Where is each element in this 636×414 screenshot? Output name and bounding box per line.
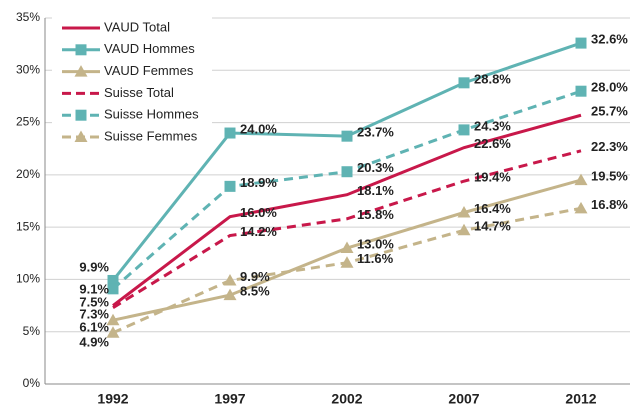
x-tick-label: 1992 — [97, 391, 128, 407]
value-label: 22.6% — [474, 136, 511, 151]
marker — [340, 241, 354, 254]
marker — [457, 223, 471, 236]
value-label: 18.1% — [357, 183, 394, 198]
marker — [574, 201, 588, 214]
x-tick-label: 2007 — [448, 391, 479, 407]
series: 4.9% 9.9% 11.6% 14.7% 16.8% — [79, 197, 628, 350]
value-label: 4.9% — [79, 334, 109, 349]
legend-label: VAUD Total — [104, 19, 170, 34]
value-label: 32.6% — [591, 32, 628, 47]
marker — [575, 37, 587, 49]
marker — [107, 274, 119, 286]
value-label: 24.3% — [474, 118, 511, 133]
value-label: 22.3% — [591, 139, 628, 154]
value-label: 16.8% — [591, 197, 628, 212]
value-label: 24.0% — [240, 121, 277, 136]
marker — [340, 256, 354, 268]
y-tick-label: 15% — [16, 219, 40, 233]
legend-label: Suisse Hommes — [104, 107, 199, 122]
series: 7.3% 14.2% 15.8% 19.4% 22.3% — [79, 139, 628, 321]
value-label: 16.4% — [474, 201, 511, 216]
marker — [574, 173, 588, 186]
marker — [575, 85, 587, 97]
value-label: 11.6% — [357, 251, 394, 266]
value-label: 16.0% — [240, 205, 277, 220]
marker — [224, 180, 236, 192]
line — [112, 113, 582, 307]
legend-marker — [74, 130, 88, 142]
marker — [458, 124, 470, 136]
value-label: 8.5% — [240, 284, 270, 299]
value-label: 28.0% — [591, 80, 628, 95]
value-label: 9.9% — [79, 259, 109, 274]
legend-label: VAUD Hommes — [104, 41, 195, 56]
marker — [224, 127, 236, 139]
x-tick-label: 2002 — [331, 391, 362, 407]
legend-marker — [74, 65, 88, 77]
value-label: 28.8% — [474, 71, 511, 86]
value-label: 18.9% — [240, 175, 277, 190]
x-tick-label: 2012 — [565, 391, 596, 407]
value-label: 23.7% — [357, 125, 394, 140]
legend-label: Suisse Femmes — [104, 128, 198, 143]
legend-marker — [75, 109, 87, 121]
series: 9.9% 24.0% 23.7% 28.8% 32.6% — [79, 32, 628, 286]
y-tick-label: 20% — [16, 167, 40, 181]
legend-label: VAUD Femmes — [104, 63, 194, 78]
series: 9.1% 18.9% 20.3% 24.3% 28.0% — [79, 80, 628, 297]
marker — [341, 130, 353, 142]
value-label: 9.9% — [240, 269, 270, 284]
series: 7.5% 16.0% 18.1% 22.6% 25.7% — [79, 104, 628, 310]
x-tick-label: 1997 — [214, 391, 245, 407]
value-label: 25.7% — [591, 104, 628, 119]
legend-label: Suisse Total — [104, 85, 174, 100]
y-tick-label: 10% — [16, 272, 40, 286]
value-label: 13.0% — [357, 236, 394, 251]
y-tick-label: 25% — [16, 115, 40, 129]
y-tick-label: 30% — [16, 62, 40, 76]
value-label: 7.5% — [79, 294, 109, 309]
value-label: 15.8% — [357, 207, 394, 222]
value-label: 7.3% — [79, 306, 109, 321]
y-tick-label: 0% — [23, 376, 41, 390]
marker — [223, 288, 237, 301]
marker — [341, 166, 353, 178]
marker — [106, 326, 120, 338]
series: 6.1% 8.5% 13.0% 16.4% 19.5% — [79, 169, 628, 335]
value-label: 19.4% — [474, 170, 511, 185]
marker — [223, 273, 237, 286]
legend: VAUD Total VAUD Hommes VAUD Femmes Suisse T… — [52, 16, 212, 148]
marker — [458, 77, 470, 89]
marker — [106, 313, 120, 326]
value-label: 14.2% — [240, 224, 277, 239]
y-tick-label: 35% — [16, 10, 40, 24]
value-label: 14.7% — [474, 219, 511, 234]
legend-marker — [75, 44, 87, 56]
marker — [107, 283, 119, 295]
legend-box — [52, 16, 212, 148]
value-label: 20.3% — [357, 160, 394, 175]
value-label: 9.1% — [79, 281, 109, 296]
marker — [457, 206, 471, 218]
value-label: 19.5% — [591, 169, 628, 184]
value-label: 6.1% — [79, 319, 109, 334]
y-tick-label: 5% — [23, 324, 41, 338]
line — [112, 149, 582, 309]
